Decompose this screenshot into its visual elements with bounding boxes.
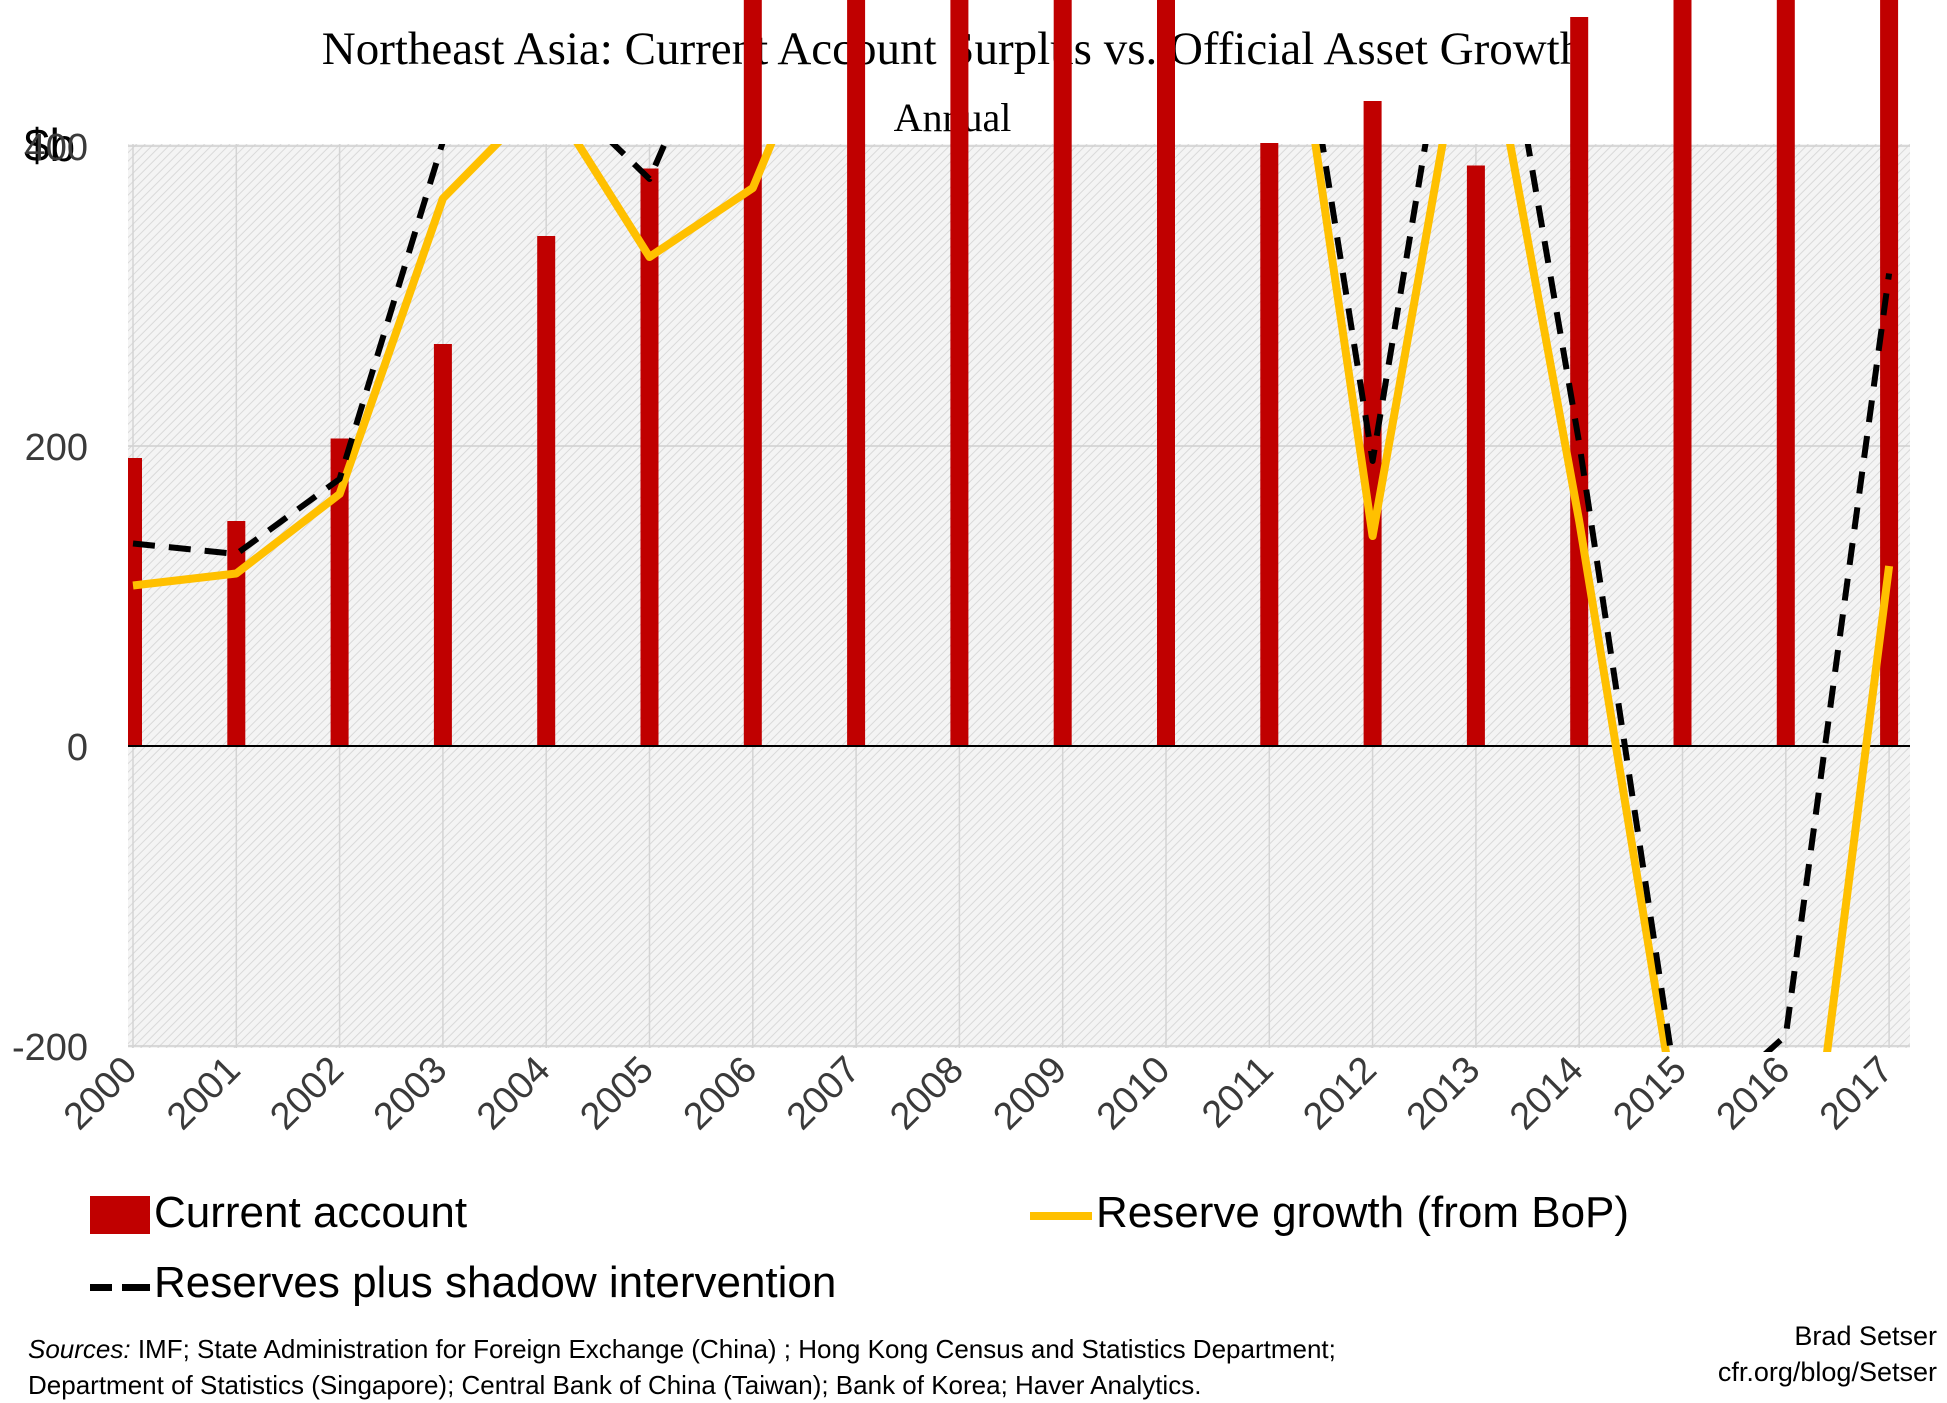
current-account-bar <box>128 458 142 746</box>
legend-current-account-label: Current account <box>154 1188 468 1237</box>
current-account-bar <box>1260 143 1279 746</box>
author-name: Brad Setser <box>1794 1321 1937 1351</box>
x-tick-label: 2012 <box>1295 1049 1384 1138</box>
x-tick-label: 2009 <box>986 1049 1075 1138</box>
legend-reserve-growth-swatch <box>1030 1212 1092 1220</box>
x-tick-label: 2006 <box>676 1049 765 1138</box>
x-tick-label: 2013 <box>1399 1049 1488 1138</box>
x-tick-label: 2001 <box>159 1049 248 1138</box>
credit: Brad Setser cfr.org/blog/Setser <box>1718 1318 1937 1390</box>
legend-shadow-swatch-dash2 <box>122 1284 150 1291</box>
current-account-bar <box>1157 0 1175 746</box>
legend-reserve-growth-label: Reserve growth (from BoP) <box>1096 1188 1630 1237</box>
current-account-bar <box>847 0 866 746</box>
x-tick-label: 2015 <box>1605 1049 1694 1138</box>
chart-svg: 6004002000-200-400 200020012002200320042… <box>12 0 1910 1138</box>
x-tick-label: 2010 <box>1089 1049 1178 1138</box>
x-tick-label: 2003 <box>366 1049 455 1138</box>
legend-shadow-label: Reserves plus shadow intervention <box>154 1258 837 1307</box>
current-account-bar <box>743 0 762 746</box>
current-account-bar <box>1880 0 1899 746</box>
x-tick-label: 2017 <box>1812 1049 1901 1138</box>
current-account-bar <box>1466 165 1485 746</box>
current-account-bar <box>1363 101 1382 746</box>
sources-label: Sources: <box>28 1334 131 1364</box>
legend-shadow-swatch-dash1 <box>90 1284 112 1291</box>
x-tick-label: 2011 <box>1194 1049 1281 1136</box>
current-account-bar <box>330 438 349 746</box>
legend-shadow-intervention: Reserves plus shadow intervention <box>90 1258 836 1308</box>
current-account-bar <box>1673 0 1692 746</box>
x-tick-labels: 2000 2001 2002 2003 2004 2005 2006 2007 2008 2009… <box>56 1049 1902 1138</box>
y-tick-label: 400 <box>25 127 88 169</box>
shadow-intervention-line <box>132 144 1893 1052</box>
x-tick-label: 2004 <box>469 1049 558 1138</box>
current-account-bar <box>640 168 659 746</box>
plot-area <box>128 144 1910 1048</box>
y-tick-label: -200 <box>12 1027 88 1069</box>
y-tick-label: 200 <box>25 427 88 469</box>
x-tick-label: 2008 <box>882 1049 971 1138</box>
y-tick-label: 0 <box>67 727 88 769</box>
x-tick-label: 2014 <box>1502 1049 1591 1138</box>
current-account-bar <box>433 344 452 746</box>
legend-reserve-growth: Reserve growth (from BoP) <box>1030 1188 1629 1238</box>
y-tick-labels: 6004002000-200-400 <box>12 127 88 1069</box>
sources-line-1: IMF; State Administration for Foreign Ex… <box>130 1334 1336 1364</box>
sources-note: Sources: IMF; State Administration for F… <box>28 1331 1336 1403</box>
y-axis-unit-label: $b <box>24 119 76 171</box>
current-account-bar <box>1053 0 1072 746</box>
x-tick-label: 2002 <box>262 1049 351 1138</box>
reserve-growth-line <box>132 144 1894 1052</box>
current-account-bar <box>1776 0 1795 746</box>
sources-line-2: Department of Statistics (Singapore); Ce… <box>28 1370 1202 1400</box>
author-url: cfr.org/blog/Setser <box>1717 1357 1937 1387</box>
legend-current-account-swatch <box>90 1196 150 1234</box>
current-account-bar <box>537 236 556 746</box>
x-tick-label: 2016 <box>1709 1049 1798 1138</box>
current-account-bar <box>950 0 969 746</box>
current-account-bar <box>1570 17 1589 746</box>
legend-current-account: Current account <box>90 1188 467 1238</box>
x-tick-label: 2007 <box>779 1049 868 1138</box>
x-tick-label: 2005 <box>572 1049 661 1138</box>
current-account-bar <box>227 521 246 746</box>
